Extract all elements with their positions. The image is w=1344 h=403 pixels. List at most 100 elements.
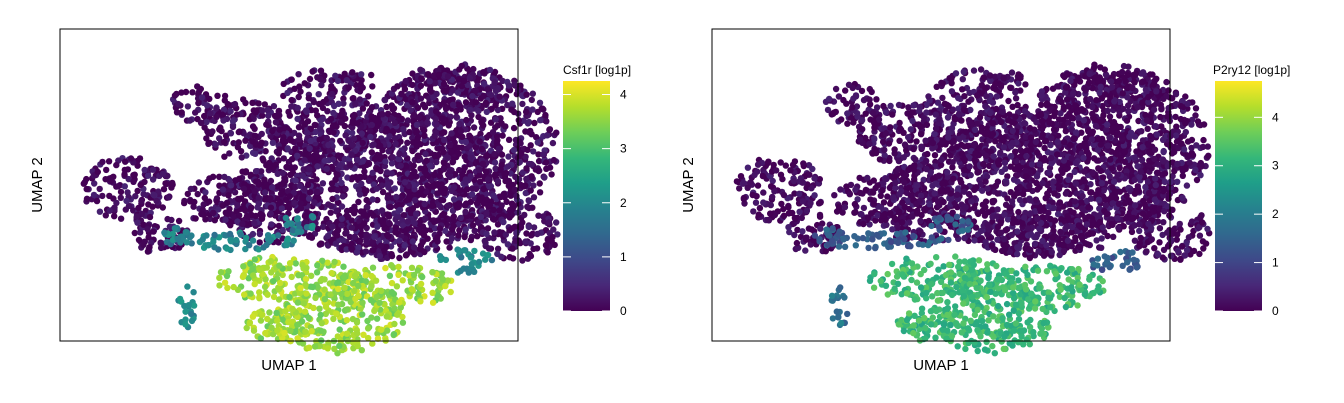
cell-point [243, 324, 250, 332]
cell-point [203, 118, 210, 126]
cell-point [150, 191, 157, 198]
cell-point [500, 218, 507, 226]
cell-point [447, 288, 454, 296]
cell-point [429, 289, 436, 296]
cell-point [527, 187, 534, 194]
cell-point [306, 145, 313, 152]
cell-point [242, 99, 249, 107]
cell-point [351, 210, 358, 217]
cell-point [432, 108, 440, 115]
cell-point [200, 201, 207, 208]
cell-point [523, 175, 530, 183]
cell-point [159, 204, 166, 211]
cell-point [487, 91, 495, 99]
cell-point [255, 246, 262, 253]
cell-point [423, 157, 430, 164]
cell-point [341, 284, 348, 291]
cell-point [195, 179, 203, 186]
cell-point [201, 112, 208, 120]
cell-point [473, 200, 481, 207]
cell-point [335, 285, 342, 293]
cell-point [251, 132, 259, 139]
cell-point [383, 169, 391, 176]
cell-point [407, 209, 415, 217]
cell-point [536, 189, 544, 196]
cell-point [284, 89, 291, 97]
cell-point [309, 68, 316, 75]
cell-point [421, 127, 428, 134]
cell-point [130, 178, 137, 185]
cell-point [178, 89, 185, 96]
cell-point [1165, 87, 1172, 94]
cell-point [448, 130, 455, 137]
cell-point [1194, 118, 1202, 125]
cell-point [1184, 152, 1192, 159]
cell-point [206, 175, 213, 182]
cell-point [287, 136, 294, 143]
cell-point [150, 228, 157, 235]
cell-point [291, 199, 298, 207]
cell-point [117, 215, 125, 222]
cell-point [417, 95, 425, 102]
cell-point [442, 282, 449, 290]
cell-point [372, 116, 379, 124]
cell-point [221, 173, 228, 181]
cell-point [311, 199, 318, 206]
cell-point [294, 335, 301, 342]
cell-point [480, 69, 487, 76]
cell-point [254, 107, 261, 114]
cell-point [429, 202, 436, 210]
cell-point [449, 101, 457, 109]
cell-point [441, 129, 448, 136]
cell-point [417, 280, 425, 288]
cell-point [447, 141, 454, 149]
cell-point [233, 111, 241, 118]
cell-point [369, 340, 376, 347]
cell-point [343, 229, 350, 236]
cell-point [529, 90, 536, 97]
cell-point [362, 248, 370, 255]
cell-point [483, 196, 490, 203]
cell-point [484, 225, 492, 232]
cell-point [319, 257, 326, 264]
cell-point [505, 82, 513, 89]
cell-point [443, 88, 450, 95]
cell-point [140, 221, 147, 228]
cell-point [440, 165, 448, 173]
cell-point [262, 329, 269, 337]
cell-point [498, 202, 505, 209]
cell-point [419, 239, 426, 246]
cell-point [1036, 161, 1043, 168]
cell-point [503, 198, 510, 205]
cell-point [270, 293, 278, 301]
cell-point [235, 128, 242, 136]
cell-point [343, 246, 350, 253]
cell-point [319, 180, 327, 187]
cell-point [509, 245, 516, 252]
cell-point [373, 315, 381, 322]
cell-point [356, 96, 364, 103]
cell-point [153, 197, 160, 205]
cell-point [402, 197, 410, 204]
cell-point [144, 172, 152, 179]
cell-point [462, 208, 469, 216]
cell-point [426, 162, 434, 169]
cell-point [306, 166, 313, 173]
cell-point [226, 150, 233, 157]
cell-point [294, 115, 301, 123]
cell-point [259, 107, 266, 114]
cell-point [544, 132, 551, 139]
cell-point [222, 209, 229, 216]
cell-point [314, 163, 321, 170]
cell-point [333, 123, 340, 130]
cell-point [336, 342, 343, 350]
cell-point [354, 342, 361, 350]
cell-point [414, 104, 422, 112]
cell-point [267, 177, 275, 185]
cell-point [1147, 132, 1154, 140]
cell-point [356, 110, 363, 117]
cell-point [526, 250, 533, 258]
cell-point [400, 126, 407, 133]
cell-point [483, 210, 490, 218]
cell-point [492, 102, 499, 109]
